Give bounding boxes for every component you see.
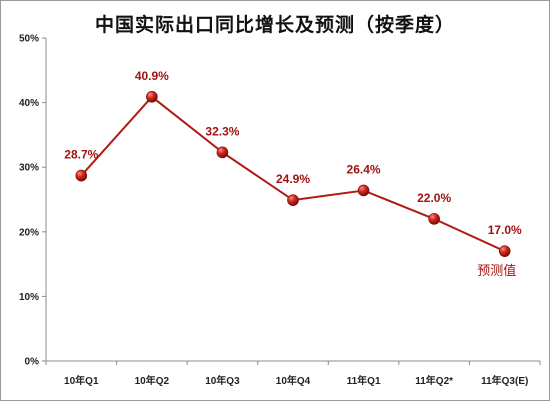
x-tick-label: 11年Q1 <box>347 374 381 387</box>
x-tick-label: 10年Q1 <box>64 374 99 387</box>
y-tick-label: 0% <box>25 357 40 368</box>
x-tick-label: 10年Q4 <box>276 374 311 387</box>
y-tick-label: 10% <box>19 292 39 303</box>
x-tick-label: 10年Q2 <box>135 374 170 387</box>
y-tick-label: 30% <box>19 163 39 174</box>
data-label: 22.0% <box>417 191 451 205</box>
y-tick-label: 40% <box>19 98 39 109</box>
forecast-annotation: 预测值 <box>477 263 516 279</box>
data-point <box>146 90 158 103</box>
x-tick-label: 11年Q3(E) <box>481 374 528 387</box>
data-point <box>287 194 299 206</box>
y-tick-label: 50% <box>19 34 39 45</box>
chart-title: 中国实际出口同比增长及预测（按季度） <box>94 14 455 36</box>
x-tick-label: 11年Q2* <box>415 374 453 387</box>
data-label: 17.0% <box>488 223 522 237</box>
data-point <box>216 146 229 159</box>
data-label: 40.9% <box>135 69 169 83</box>
y-tick-label: 20% <box>19 227 39 238</box>
data-point <box>498 245 511 257</box>
data-label: 24.9% <box>276 172 310 186</box>
x-tick-label: 10年Q3 <box>205 374 240 387</box>
data-label: 32.3% <box>205 124 239 138</box>
data-label: 26.4% <box>347 162 381 176</box>
data-point <box>357 184 370 197</box>
data-label: 28.7% <box>64 148 98 162</box>
data-point <box>428 213 440 225</box>
data-point <box>75 169 88 182</box>
